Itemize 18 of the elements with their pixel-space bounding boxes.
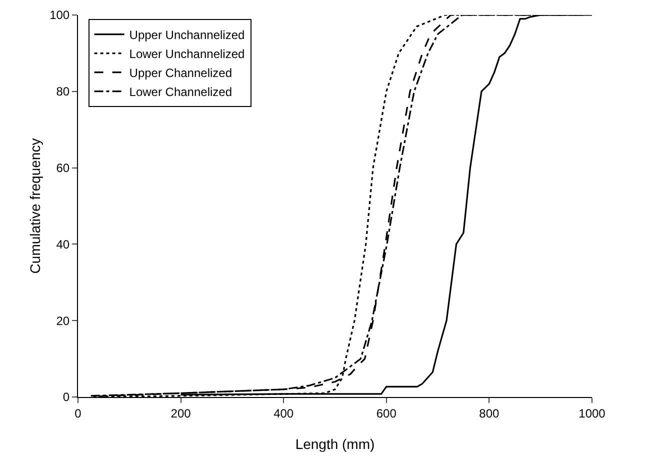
x-tick-label: 0 [74, 406, 82, 420]
legend-label: Upper Channelized [129, 66, 232, 80]
y-axis-title: Cumulative frequency [27, 138, 43, 274]
x-tick-label: 800 [479, 406, 500, 420]
x-tick-label: 600 [376, 406, 397, 420]
x-axis-title: Length (mm) [295, 436, 375, 452]
legend-label: Upper Unchannelized [129, 28, 245, 42]
y-tick-label: 80 [56, 84, 70, 99]
y-tick-label: 20 [56, 314, 70, 328]
x-tick-label: 200 [170, 406, 192, 420]
x-tick-label: 400 [274, 406, 294, 420]
y-tick-label: 40 [56, 237, 70, 252]
y-tick-label: 60 [56, 161, 70, 175]
y-tick-label: 0 [62, 390, 70, 404]
legend-label: Lower Unchannelized [129, 47, 245, 61]
legend-label: Lower Channelized [129, 85, 232, 99]
y-tick-label: 100 [50, 8, 70, 22]
x-tick-label: 1000 [578, 406, 606, 420]
